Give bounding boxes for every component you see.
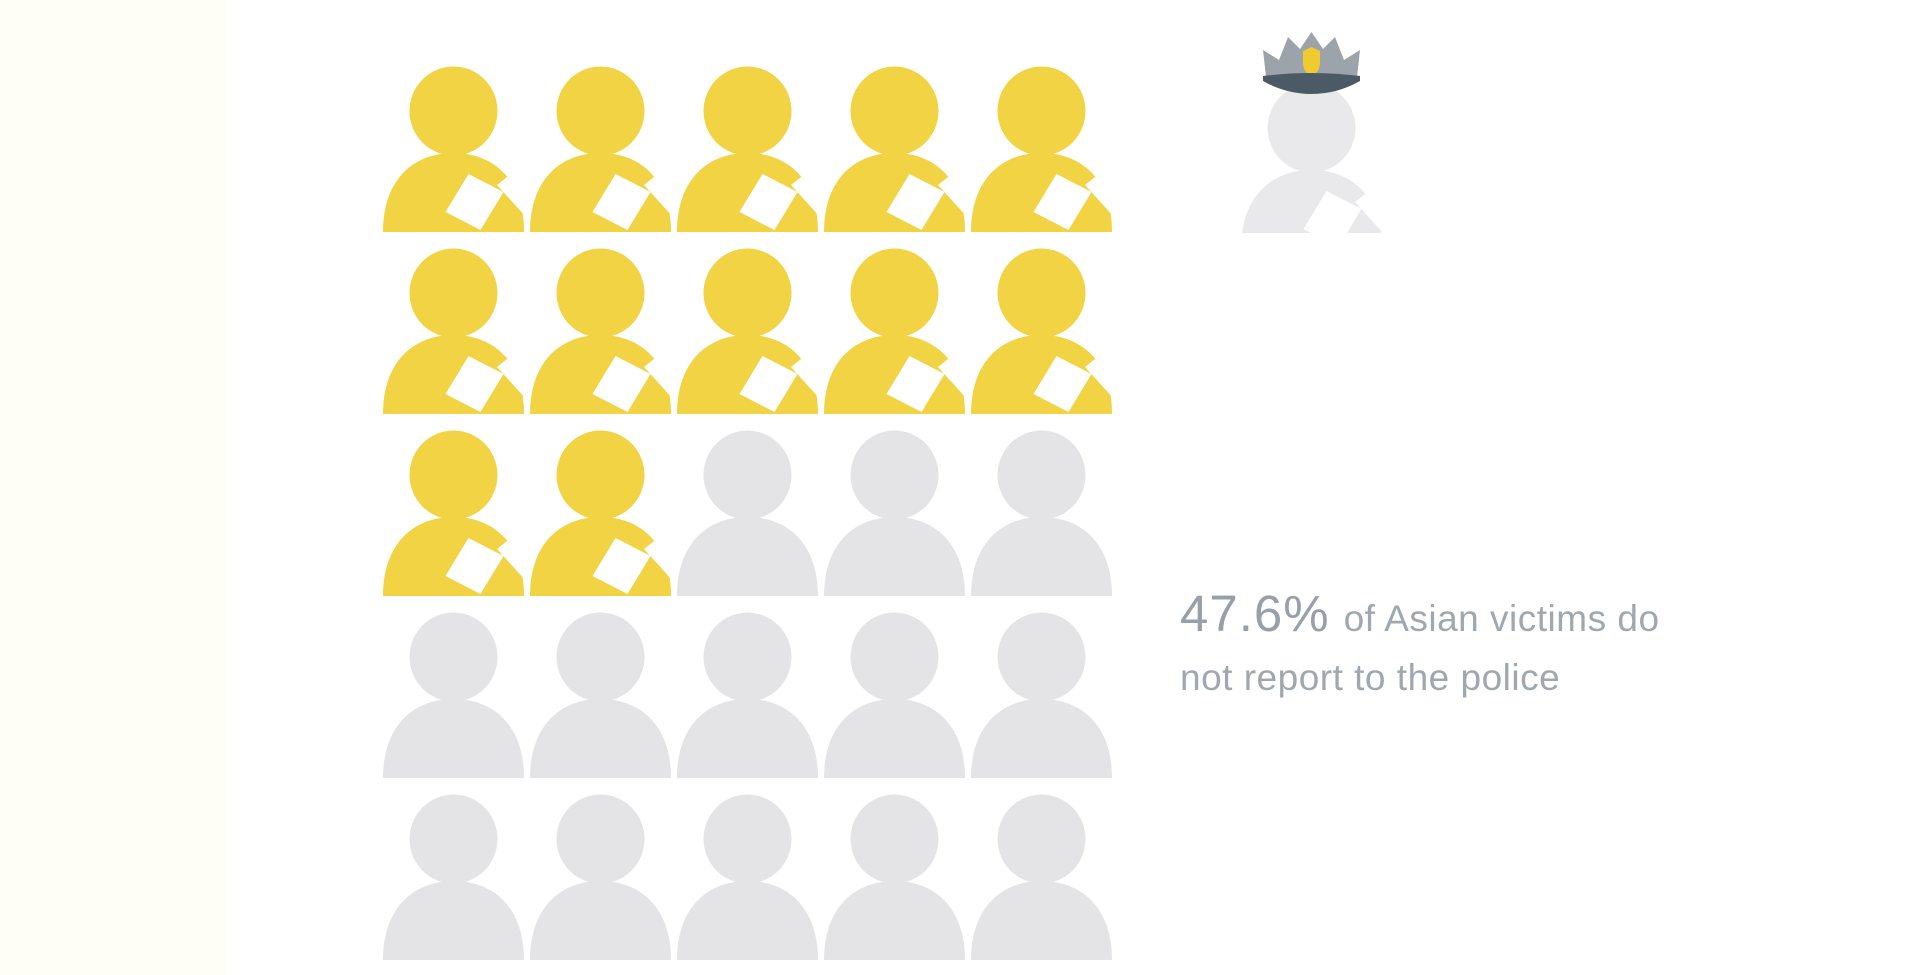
cap-badge-icon — [1303, 47, 1320, 76]
person-icon — [527, 596, 674, 778]
person-with-report-paper-icon — [674, 50, 821, 232]
police-cap-icon — [1263, 32, 1360, 94]
officer-body-with-paper — [1241, 84, 1385, 234]
left-edge-band — [0, 0, 226, 975]
pictogram-grid — [380, 50, 1115, 960]
person-with-report-paper-icon — [968, 50, 1115, 232]
person-with-report-paper-icon — [968, 232, 1115, 414]
person-icon — [674, 778, 821, 960]
person-icon — [527, 778, 674, 960]
cap-visor — [1263, 73, 1360, 94]
person-with-report-paper-icon — [821, 50, 968, 232]
person-icon — [968, 778, 1115, 960]
stat-value: 47.6% — [1180, 585, 1330, 642]
person-icon — [380, 778, 527, 960]
police-officer-icon — [1238, 32, 1385, 234]
person-icon — [380, 596, 527, 778]
person-with-report-paper-icon — [821, 232, 968, 414]
person-icon — [968, 414, 1115, 596]
person-icon — [674, 596, 821, 778]
person-with-report-paper-icon — [380, 50, 527, 232]
stat-text-block: 47.6% of Asian victims do not report to … — [1180, 588, 1700, 696]
person-with-report-paper-icon — [380, 414, 527, 596]
stat-label-line1: of Asian victims do — [1343, 598, 1660, 639]
person-with-report-paper-icon — [674, 232, 821, 414]
stat-line-1: 47.6% of Asian victims do — [1180, 588, 1700, 639]
person-icon — [821, 414, 968, 596]
person-icon — [821, 778, 968, 960]
person-icon — [968, 596, 1115, 778]
person-icon — [821, 596, 968, 778]
person-with-report-paper-icon — [527, 414, 674, 596]
person-icon — [674, 414, 821, 596]
person-with-report-paper-icon — [527, 232, 674, 414]
person-with-report-paper-icon — [527, 50, 674, 232]
person-with-report-paper-icon — [380, 232, 527, 414]
stat-label-line2: not report to the police — [1180, 657, 1561, 698]
